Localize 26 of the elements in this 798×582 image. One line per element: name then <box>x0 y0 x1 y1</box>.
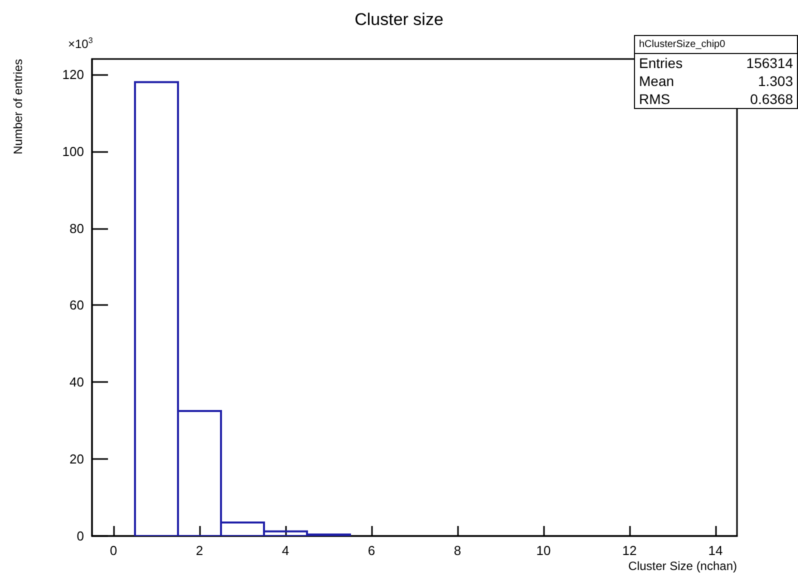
text: 156314 <box>746 55 793 71</box>
x-axis-title: Cluster Size (nchan) <box>628 559 738 573</box>
y-tick-label: 0 <box>76 528 84 544</box>
text: hClusterSize_chip0 <box>635 36 797 54</box>
x-tick-label: 6 <box>368 543 376 558</box>
y-tick-label: 120 <box>62 66 84 82</box>
y-tick-label: 80 <box>70 220 84 236</box>
annotation: Entries <box>639 55 683 71</box>
y-tick-label: 20 <box>70 452 84 467</box>
chart-title: Cluster size <box>354 10 444 29</box>
annotation: Mean <box>639 73 674 89</box>
x-tick-label: 10 <box>536 543 551 558</box>
x-tick-label: 2 <box>196 543 204 558</box>
y-tick-label: 40 <box>70 374 84 390</box>
x-tick-label: 4 <box>282 543 290 558</box>
x-tick-label: 14 <box>708 543 723 558</box>
x-tick-label: 0 <box>110 543 118 558</box>
text: 0.6368 <box>750 91 793 107</box>
y-tick-label: 60 <box>70 298 84 313</box>
y-tick-label: 100 <box>62 144 84 159</box>
annotation: RMS <box>639 91 670 107</box>
text: 1.303 <box>758 73 793 89</box>
text: ×10$^{3}$ <box>68 36 93 51</box>
x-tick-label: 12 <box>622 543 637 558</box>
y-axis-title: Number of entries <box>11 59 25 154</box>
x-tick-label: 8 <box>454 543 462 558</box>
